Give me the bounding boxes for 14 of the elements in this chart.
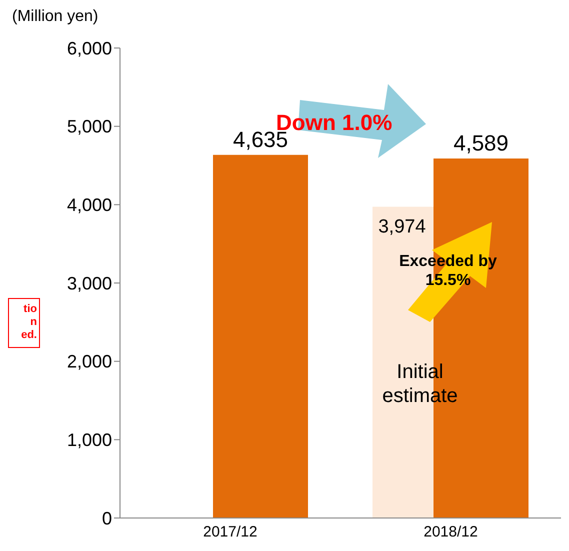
y-tick-label: 5,000 [66,116,112,137]
y-tick-label: 0 [102,508,112,528]
y-tick-label: 1,000 [66,430,112,450]
y-tick-label: 6,000 [66,38,112,58]
data-label: 3,974 [378,216,426,238]
x-tick-label: 2018/12 [424,524,478,541]
bar [213,154,308,518]
y-tick-label: 4,000 [66,195,112,216]
y-axis-title: (Million yen) [12,8,98,26]
y-tick-label: 3,000 [66,273,112,294]
x-tick-label: 2017/12 [203,524,258,541]
data-label: 4,589 [453,130,509,156]
text: tio n ed. [21,303,37,342]
y-tick-label: 2,000 [66,352,112,372]
